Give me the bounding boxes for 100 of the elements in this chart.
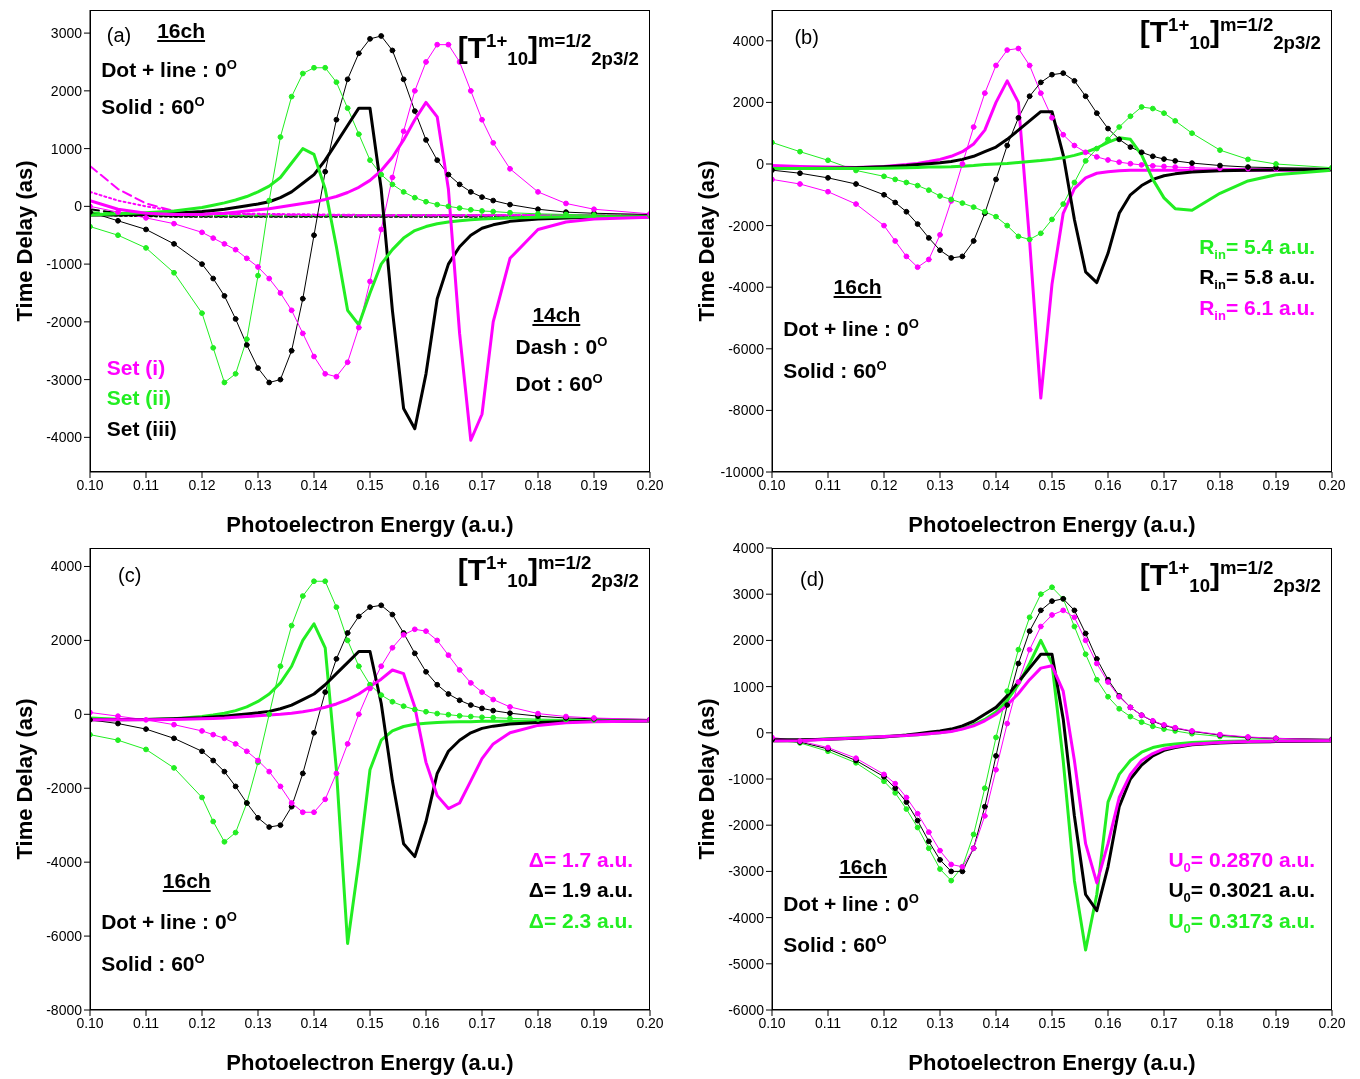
text: U$_{0}$= 0.3173 a.u. (1168, 907, 1316, 937)
x-tick-label: 0.15 (1038, 1014, 1066, 1031)
x-axis-title: Photoelectron Energy (a.u.) (908, 512, 1196, 537)
y-tick-label: 4000 (732, 539, 765, 556)
y-tick-label: -2000 (46, 313, 83, 330)
annotation: Dot + line : 0$^{O}$ (101, 56, 237, 84)
y-tick-label: -1000 (46, 256, 83, 273)
y-axis-title: Time Delay (as) (693, 160, 719, 322)
annotation: 16ch (162, 867, 211, 894)
x-tick-label: 0.12 (870, 1014, 898, 1031)
x-tick-label: 0.12 (188, 476, 216, 493)
x-tick-label: 0.16 (1094, 476, 1122, 493)
text: Set (i) (106, 354, 167, 381)
y-tick-label: -8000 (728, 402, 765, 419)
annotation: 16ch (839, 853, 888, 880)
x-tick-label: 0.11 (814, 476, 842, 493)
y-tick-label: 2000 (50, 632, 83, 649)
y-tick-label: 2000 (732, 94, 765, 111)
x-tick-label: 0.14 (982, 1014, 1010, 1031)
y-tick-label: -3000 (728, 863, 765, 880)
x-axis-title: Photoelectron Energy (a.u.) (226, 1050, 514, 1075)
x-tick-label: 0.17 (468, 476, 496, 493)
y-tick-label: -2000 (46, 780, 83, 797)
x-tick-label: 0.11 (132, 476, 160, 493)
x-tick-label: 0.16 (412, 476, 440, 493)
y-tick-label: -2000 (728, 817, 765, 834)
x-tick-label: 0.17 (468, 1014, 496, 1031)
y-tick-label: 1000 (732, 678, 765, 695)
x-tick-label: 0.20 (636, 476, 664, 493)
text: R$_{in}$= 6.1 a.u. (1199, 294, 1316, 324)
x-tick-label: 0.20 (1318, 476, 1346, 493)
annotation: Dot : 60$^{O}$ (515, 370, 603, 398)
x-tick-label: 0.14 (300, 476, 328, 493)
annotation: (c) (118, 562, 142, 588)
x-tick-label: 0.18 (524, 1014, 552, 1031)
y-tick-label: 2000 (732, 632, 765, 649)
x-tick-label: 0.20 (1318, 1014, 1346, 1031)
x-tick-label: 0.15 (356, 1014, 384, 1031)
x-tick-label: 0.12 (870, 476, 898, 493)
y-tick-label: -5000 (728, 955, 765, 972)
y-tick-label: 0 (756, 155, 765, 172)
y-tick-label: -4000 (46, 854, 83, 871)
x-tick-label: 0.19 (580, 1014, 608, 1031)
y-tick-label: 0 (74, 198, 83, 215)
text: Δ= 2.3 a.u. (528, 907, 634, 934)
x-tick-label: 0.14 (982, 476, 1010, 493)
y-tick-label: -6000 (46, 928, 83, 945)
x-tick-label: 0.18 (1206, 1014, 1234, 1031)
x-tick-label: 0.11 (132, 1014, 160, 1031)
y-tick-label: -1000 (728, 770, 765, 787)
x-tick-label: 0.18 (1206, 476, 1234, 493)
annotation: 14ch (532, 302, 581, 329)
x-tick-label: 0.11 (814, 1014, 842, 1031)
x-tick-label: 0.15 (1038, 476, 1066, 493)
y-tick-label: 0 (74, 706, 83, 723)
y-tick-label: 4000 (50, 558, 83, 575)
annotation: (a) (106, 22, 132, 48)
y-tick-label: 4000 (732, 32, 765, 49)
y-tick-label: -4000 (728, 909, 765, 926)
annotation: Solid : 60$^{O}$ (101, 949, 205, 977)
x-axis-title: Photoelectron Energy (a.u.) (908, 1050, 1196, 1075)
text: Set (iii) (106, 415, 177, 442)
annotation: (d) (800, 567, 825, 593)
x-tick-label: 0.19 (1262, 1014, 1290, 1031)
x-tick-label: 0.19 (1262, 476, 1290, 493)
y-axis-title: Time Delay (as) (693, 698, 719, 860)
y-tick-label: 0 (756, 724, 765, 741)
y-tick-label: 1000 (50, 140, 83, 157)
x-tick-label: 0.12 (188, 1014, 216, 1031)
text: Δ= 1.9 a.u. (528, 877, 634, 904)
y-tick-label: -3000 (46, 371, 83, 388)
x-tick-label: 0.14 (300, 1014, 328, 1031)
annotation: Dot + line : 0$^{O}$ (783, 314, 919, 342)
x-tick-label: 0.18 (524, 476, 552, 493)
text: U$_{0}$= 0.2870 a.u. (1168, 846, 1316, 876)
annotation: Solid : 60$^{O}$ (101, 93, 205, 121)
x-tick-label: 0.16 (1094, 1014, 1122, 1031)
x-tick-label: 0.16 (412, 1014, 440, 1031)
y-tick-label: 2000 (50, 82, 83, 99)
text: R$_{in}$= 5.8 a.u. (1199, 264, 1316, 293)
y-tick-label: -4000 (728, 279, 765, 296)
x-tick-label: 0.17 (1150, 476, 1178, 493)
annotation: 16ch (157, 17, 206, 44)
y-tick-label: -4000 (46, 429, 83, 446)
x-tick-label: 0.13 (926, 476, 954, 493)
x-tick-label: 0.10 (76, 476, 104, 493)
y-tick-label: -6000 (728, 340, 765, 357)
annotation: Solid : 60$^{O}$ (783, 931, 887, 959)
series-label: R$_{in}$= 5.4 a.u. (1199, 233, 1316, 263)
annotation: (b) (794, 24, 819, 50)
y-tick-label: 3000 (732, 586, 765, 603)
annotation: Dot + line : 0$^{O}$ (101, 908, 237, 936)
text: Δ= 1.7 a.u. (528, 846, 634, 873)
annotation: Solid : 60$^{O}$ (783, 356, 887, 384)
x-tick-label: 0.13 (244, 1014, 272, 1031)
text: U$_{0}$= 0.3021 a.u. (1168, 877, 1316, 906)
annotation: 16ch (833, 274, 882, 301)
annotation: Dot + line : 0$^{O}$ (783, 889, 919, 917)
y-tick-label: 3000 (50, 25, 83, 42)
y-axis-title: Time Delay (as) (11, 160, 37, 322)
